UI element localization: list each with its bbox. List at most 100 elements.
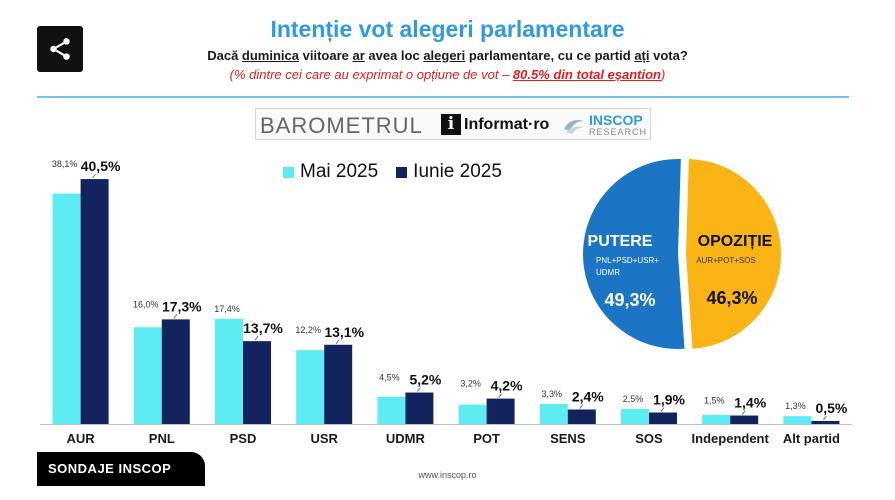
question-part: alegeri bbox=[423, 48, 466, 63]
label-leader bbox=[660, 407, 665, 412]
category-label: AUR bbox=[67, 431, 96, 446]
data-label-mai: 1,5% bbox=[704, 396, 725, 406]
data-label-iunie: 4,2% bbox=[491, 378, 523, 394]
data-label-iunie: 17,3% bbox=[162, 298, 202, 314]
category-label: PNL bbox=[149, 431, 175, 446]
pie-value-opozitie: 46,3% bbox=[706, 288, 757, 308]
data-label-iunie: 40,5% bbox=[81, 158, 121, 174]
data-label-mai: 16,0% bbox=[133, 299, 159, 309]
data-label-mai: 4,5% bbox=[379, 373, 400, 383]
chart-title: Intenție vot alegeri parlamentare bbox=[270, 16, 625, 42]
bar-mai-udmr bbox=[377, 396, 406, 424]
data-label-mai: 38,1% bbox=[52, 159, 78, 169]
label-leader bbox=[741, 410, 746, 415]
label-leader bbox=[498, 393, 502, 398]
question-part: viitoare bbox=[299, 48, 353, 63]
inscop-research-label: RESEARCH bbox=[589, 127, 648, 137]
data-label-iunie: 1,4% bbox=[734, 395, 766, 411]
pie-value-putere: 49,3% bbox=[604, 290, 655, 310]
legend-item-mai: Mai 2025 bbox=[283, 161, 378, 183]
bar-iunie-sens bbox=[567, 409, 596, 424]
data-label-mai: 1,3% bbox=[785, 401, 806, 411]
inscop-logo: INSCOP bbox=[589, 112, 643, 128]
bar-mai-usr bbox=[296, 350, 325, 424]
informat-logo: Informat·ro bbox=[464, 116, 550, 133]
data-label-iunie: 13,7% bbox=[243, 320, 283, 336]
data-label-iunie: 0,5% bbox=[815, 400, 847, 416]
label-leader bbox=[579, 404, 584, 409]
bar-iunie-psd bbox=[243, 341, 271, 424]
category-label: USR bbox=[310, 431, 338, 446]
pie-sub-opozitie: AUR+POT+SOS bbox=[696, 256, 756, 265]
pie-sub-putere: UDMR bbox=[596, 268, 620, 277]
bar-mai-pnl bbox=[133, 327, 162, 424]
question-part: avea loc bbox=[364, 48, 424, 63]
legend-item-iunie: Iunie 2025 bbox=[396, 161, 502, 183]
bar-mai-aur bbox=[52, 193, 81, 424]
bar-mai-alt-partid bbox=[783, 416, 812, 424]
pie-slice-putere bbox=[583, 158, 685, 349]
category-label: Alt partid bbox=[783, 431, 840, 446]
bar-iunie-sos bbox=[649, 412, 677, 424]
data-label-iunie: 5,2% bbox=[409, 372, 441, 388]
question-part: parlamentare, cu ce partid bbox=[465, 48, 635, 63]
data-label-iunie: 2,4% bbox=[572, 388, 604, 404]
survey-question: Dacă duminica viitoare ar avea loc alege… bbox=[0, 48, 895, 63]
data-label-mai: 17,4% bbox=[214, 304, 240, 314]
bar-iunie-alt-partid bbox=[811, 420, 840, 424]
share-button[interactable] bbox=[37, 26, 83, 72]
share-icon bbox=[50, 38, 70, 60]
informat-logo-icon: i bbox=[441, 114, 461, 135]
bar-mai-sos bbox=[621, 408, 649, 424]
data-label-mai: 3,3% bbox=[542, 389, 563, 399]
data-label-mai: 3,2% bbox=[460, 379, 481, 389]
bar-iunie-pot bbox=[486, 398, 515, 424]
bar-mai-independent bbox=[702, 414, 731, 424]
label-leader bbox=[335, 339, 340, 345]
label-leader bbox=[254, 335, 259, 341]
data-label-iunie: 13,1% bbox=[324, 324, 364, 340]
bar-iunie-usr bbox=[324, 344, 353, 424]
inscop-swirl-icon bbox=[564, 120, 584, 134]
bar-iunie-independent bbox=[730, 415, 759, 424]
data-label-mai: 12,2% bbox=[295, 325, 321, 335]
sample-note-suffix: ) bbox=[661, 67, 666, 82]
data-label-mai: 2,5% bbox=[623, 394, 644, 404]
label-leader bbox=[417, 387, 421, 392]
bar-mai-pot bbox=[458, 404, 487, 424]
category-label: Independent bbox=[692, 431, 770, 446]
category-label: POT bbox=[473, 431, 500, 446]
label-leader bbox=[92, 173, 96, 179]
legend-label-iunie: Iunie 2025 bbox=[413, 161, 502, 182]
bar-mai-sens bbox=[539, 404, 568, 424]
label-leader bbox=[173, 314, 178, 319]
question-part: duminica bbox=[241, 48, 299, 63]
data-label-iunie: 1,9% bbox=[653, 392, 685, 408]
pie-label-opozitie: OPOZIȚIE bbox=[698, 233, 773, 250]
footer-badge: SONDAJE INSCOP bbox=[37, 452, 205, 486]
header-divider bbox=[37, 96, 849, 98]
category-label: UDMR bbox=[386, 431, 426, 446]
label-leader bbox=[823, 415, 827, 421]
question-part: ar bbox=[352, 48, 365, 63]
sample-note: (% dintre cei care au exprimat o opțiune… bbox=[0, 67, 895, 82]
question-part: vota? bbox=[649, 48, 688, 63]
category-label: SOS bbox=[635, 431, 663, 446]
question-part: ați bbox=[634, 48, 650, 63]
question-part: Dacă bbox=[207, 48, 242, 63]
sample-note-prefix: (% dintre cei care au exprimat o opțiune… bbox=[229, 67, 513, 82]
chart-legend: Mai 2025 Iunie 2025 bbox=[283, 160, 520, 184]
legend-swatch-iunie bbox=[396, 166, 408, 178]
pie-slice-opozitie bbox=[686, 159, 782, 349]
logo-strip: BAROMETRUL i Informat·ro INSCOP RESEARCH bbox=[255, 108, 651, 140]
category-label: PSD bbox=[230, 431, 257, 446]
barometru-logo: BAROMETRUL bbox=[260, 113, 423, 138]
bar-iunie-udmr bbox=[405, 392, 434, 424]
bar-iunie-pnl bbox=[161, 319, 190, 424]
pie-label-putere: PUTERE bbox=[588, 233, 653, 250]
footer-url[interactable]: www.inscop.ro bbox=[418, 470, 477, 480]
bar-iunie-aur bbox=[80, 179, 109, 424]
category-label: SENS bbox=[550, 431, 586, 446]
